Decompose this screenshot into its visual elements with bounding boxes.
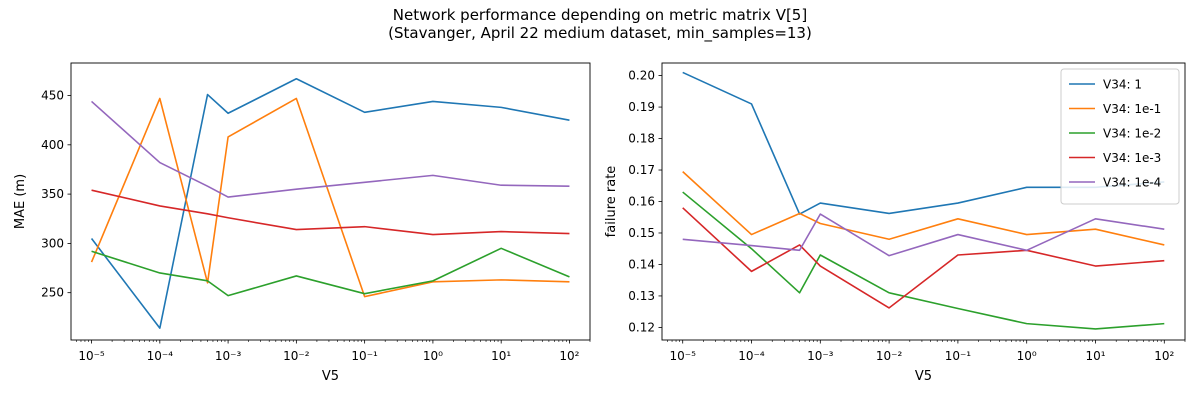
series-line-2	[682, 171, 1165, 246]
y-tick-label: 0.20	[628, 69, 655, 83]
series-line-1	[90, 77, 570, 329]
series-line-5	[682, 213, 1165, 257]
legend-label: V34: 1e-4	[1103, 176, 1161, 190]
y-tick-label: 0.16	[628, 195, 655, 209]
x-tick-label: 10²	[1154, 349, 1174, 363]
y-tick-label: 0.17	[628, 163, 655, 177]
y-tick-label: 400	[41, 138, 64, 152]
series-line-2	[90, 97, 570, 298]
figure-title-line1: Network performance depending on metric …	[393, 6, 807, 24]
x-axis-label: V5	[322, 369, 339, 384]
y-tick-label: 0.18	[628, 132, 655, 146]
legend-label: V34: 1e-3	[1103, 151, 1161, 165]
chart-panel-1: 10⁻⁵ 10⁻⁴ 10⁻³ 10⁻² 10⁻¹ 10⁰ 10¹ 10² 250 300 350 40…	[13, 62, 591, 384]
figure-title-line2: (Stavanger, April 22 medium dataset, min…	[388, 24, 812, 43]
x-tick-label: 10⁻³	[807, 349, 834, 363]
y-tick-label: 450	[41, 89, 64, 103]
x-tick-label: 10⁻¹	[945, 349, 972, 363]
y-tick-label: 0.13	[628, 289, 655, 303]
y-tick-label: 0.14	[628, 257, 655, 271]
y-tick-label: 350	[41, 187, 64, 201]
series-line-3	[682, 191, 1165, 330]
x-tick-label: 10¹	[1085, 349, 1105, 363]
x-tick-label: 10⁻⁵	[669, 349, 696, 363]
x-tick-label: 10⁻³	[215, 349, 242, 363]
y-tick-label: 0.19	[628, 100, 655, 114]
x-tick-label: 10⁻²	[283, 349, 310, 363]
legend-label: V34: 1	[1103, 78, 1142, 92]
chart-panel-2: 10⁻⁵ 10⁻⁴ 10⁻³ 10⁻² 10⁻¹ 10⁰ 10¹ 10² 0.12 0.13 0.1…	[604, 62, 1186, 384]
x-tick-label: 10²	[559, 349, 579, 363]
x-tick-label: 10⁻⁴	[738, 349, 765, 363]
x-tick-label: 10⁻⁵	[78, 349, 105, 363]
legend-box	[1060, 68, 1180, 205]
legend-label: V34: 1e-1	[1103, 102, 1161, 116]
y-tick-label: 0.15	[628, 226, 655, 240]
plot-frame	[70, 62, 591, 341]
x-tick-label: 10⁻⁴	[147, 349, 174, 363]
x-tick-label: 10⁻¹	[351, 349, 378, 363]
x-tick-label: 10¹	[491, 349, 511, 363]
x-axis-label: V5	[915, 369, 932, 384]
y-axis-label: MAE (m)	[13, 174, 28, 229]
x-tick-label: 10⁰	[423, 349, 443, 363]
series-line-3	[91, 247, 570, 297]
plot-frame	[661, 62, 1186, 341]
series-line-5	[91, 100, 570, 198]
y-tick-label: 0.12	[628, 320, 655, 334]
x-tick-label: 10⁻²	[876, 349, 903, 363]
y-axis-label: failure rate	[604, 166, 619, 238]
x-tick-label: 10⁰	[1017, 349, 1037, 363]
series-line-4	[91, 189, 570, 236]
series-line-4	[682, 207, 1165, 309]
legend: V34: 1 V34: 1e-1 V34: 1e-2 V34: 1e-3 V34: 1e…	[1060, 68, 1180, 205]
y-tick-label: 300	[41, 236, 64, 250]
legend-label: V34: 1e-2	[1103, 127, 1161, 141]
y-tick-label: 250	[41, 286, 64, 300]
